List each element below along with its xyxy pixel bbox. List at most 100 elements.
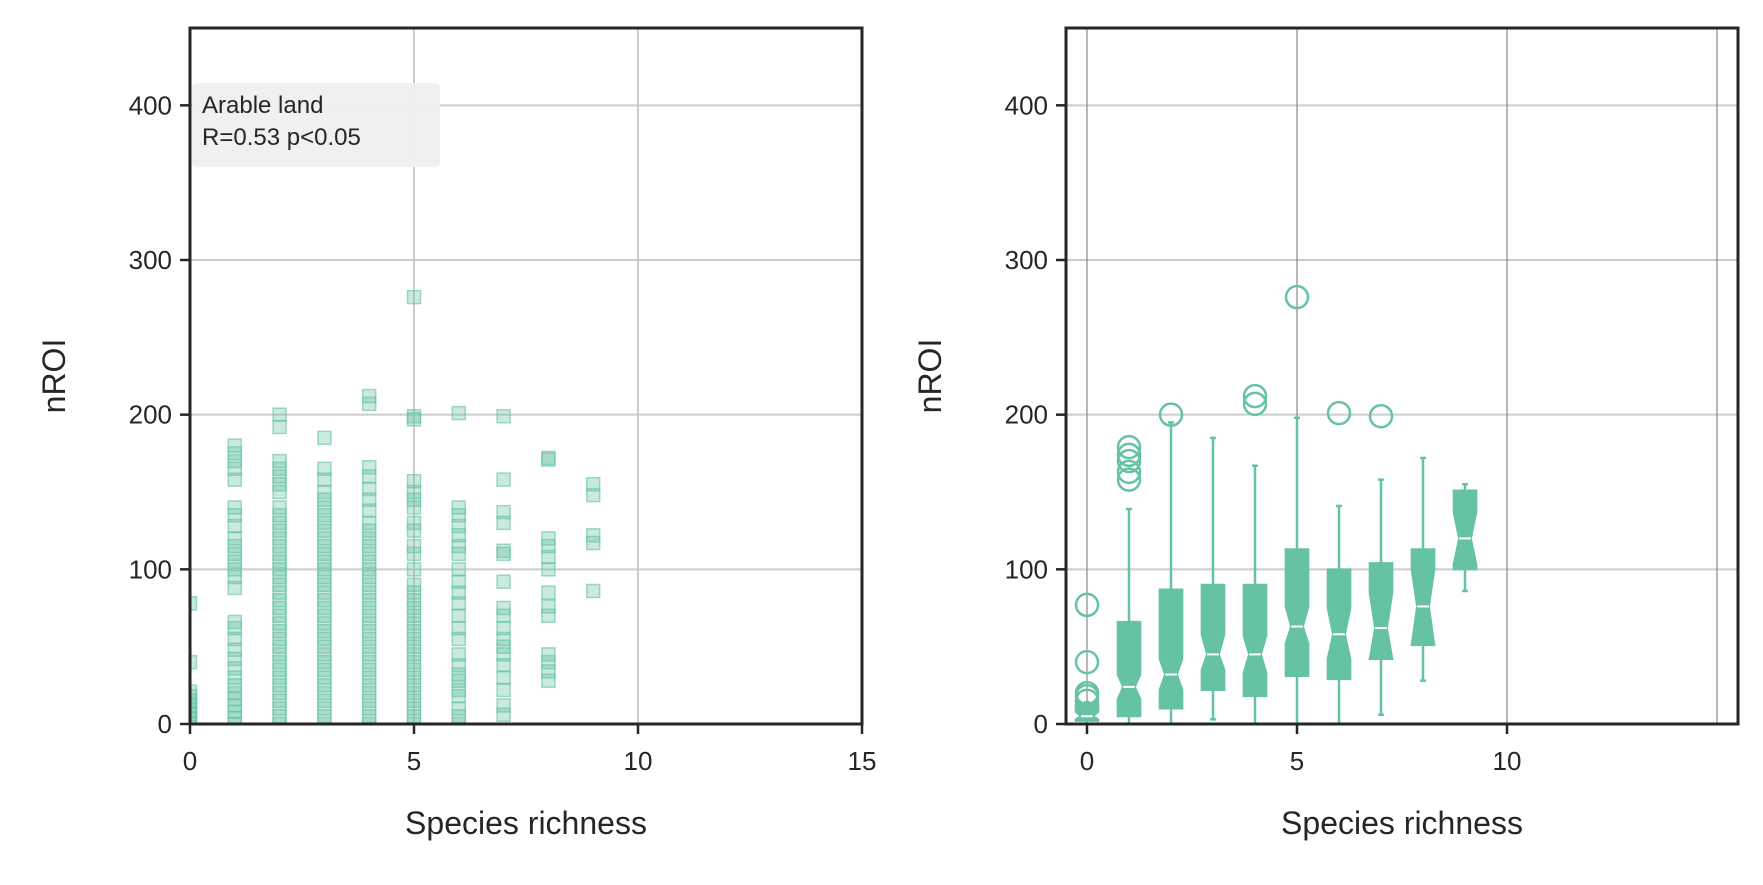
data-point xyxy=(361,503,377,518)
data-point xyxy=(406,289,422,305)
data-point xyxy=(317,562,332,577)
data-point xyxy=(190,654,198,670)
box-group xyxy=(1074,592,1100,726)
data-point xyxy=(361,685,377,701)
data-point xyxy=(272,662,287,678)
data-point xyxy=(361,639,377,654)
x-tick-label: 0 xyxy=(1080,746,1094,776)
box-body xyxy=(1452,489,1478,571)
data-point xyxy=(406,623,422,639)
data-point xyxy=(272,600,287,616)
data-point xyxy=(227,685,243,701)
data-point xyxy=(496,574,511,589)
data-point xyxy=(361,585,377,600)
data-point xyxy=(272,500,287,515)
data-point xyxy=(190,596,198,611)
data-point xyxy=(361,701,377,716)
data-point xyxy=(541,450,556,466)
data-point xyxy=(317,515,332,531)
data-point xyxy=(227,678,243,693)
data-point xyxy=(406,500,422,515)
data-point xyxy=(451,538,467,554)
box-body xyxy=(1116,620,1142,718)
data-point xyxy=(361,388,377,404)
data-point xyxy=(541,538,556,554)
box-flier xyxy=(1242,383,1268,409)
data-point xyxy=(406,562,422,577)
data-point xyxy=(317,554,332,569)
y-tick-label: 0 xyxy=(1034,709,1048,739)
box-flier xyxy=(1158,402,1184,427)
data-point xyxy=(272,407,287,422)
data-point xyxy=(496,657,511,673)
data-point xyxy=(227,518,243,534)
box-flier xyxy=(1116,467,1142,492)
data-point xyxy=(272,647,287,662)
data-point xyxy=(361,647,377,662)
annotation-stats: R=0.53 p<0.05 xyxy=(202,124,361,151)
data-point xyxy=(361,577,377,593)
data-point xyxy=(272,523,287,538)
data-point xyxy=(406,593,422,608)
box-group xyxy=(1116,434,1142,726)
data-point xyxy=(496,608,511,623)
data-point xyxy=(451,608,467,623)
data-point xyxy=(317,616,332,631)
data-point xyxy=(317,546,332,562)
data-point xyxy=(227,531,243,546)
data-point xyxy=(361,608,377,623)
x-tick-label: 5 xyxy=(407,746,421,776)
data-point xyxy=(227,569,243,585)
data-point xyxy=(361,616,377,631)
data-point xyxy=(317,600,332,616)
box-group xyxy=(1452,483,1478,593)
x-axis-label: Species richness xyxy=(1281,805,1523,841)
data-point xyxy=(272,654,287,670)
data-point xyxy=(541,654,556,670)
data-point xyxy=(451,647,467,662)
data-point xyxy=(361,654,377,670)
data-point xyxy=(317,430,332,446)
data-point xyxy=(361,716,377,724)
plot-frame xyxy=(188,26,864,726)
box-group xyxy=(1284,284,1310,726)
data-point xyxy=(406,685,422,701)
data-point xyxy=(361,678,377,693)
box-body xyxy=(1326,568,1352,681)
data-point xyxy=(317,701,332,716)
data-point xyxy=(317,577,332,593)
data-point xyxy=(585,528,601,543)
data-point xyxy=(227,614,243,630)
data-point xyxy=(361,569,377,585)
data-point xyxy=(317,678,332,693)
data-point xyxy=(272,577,287,593)
data-point xyxy=(227,438,243,453)
data-point xyxy=(227,631,243,647)
left-panel-scatter: 0 100 200 300 400 0 5 10 15 Species richness nROI A… xyxy=(36,26,876,841)
data-point xyxy=(406,484,422,500)
box-group xyxy=(1410,456,1436,682)
data-point xyxy=(317,507,332,523)
data-point xyxy=(406,608,422,623)
data-point xyxy=(272,469,287,484)
data-point xyxy=(361,600,377,616)
annotation-box xyxy=(192,83,440,167)
data-point xyxy=(496,515,511,531)
data-point xyxy=(451,405,467,421)
annotation-land-type: Arable land xyxy=(202,92,323,119)
data-point xyxy=(406,716,422,724)
data-point xyxy=(406,631,422,647)
data-point xyxy=(317,492,332,507)
data-point xyxy=(406,678,422,693)
data-point xyxy=(272,716,287,724)
data-point xyxy=(227,461,243,477)
data-point xyxy=(451,546,467,562)
data-point xyxy=(272,585,287,600)
data-point xyxy=(361,515,377,531)
box-body xyxy=(1284,548,1310,678)
data-point xyxy=(406,492,422,507)
data-point xyxy=(317,693,332,709)
box-body xyxy=(1242,583,1268,698)
data-point xyxy=(317,538,332,554)
data-point xyxy=(541,599,556,614)
